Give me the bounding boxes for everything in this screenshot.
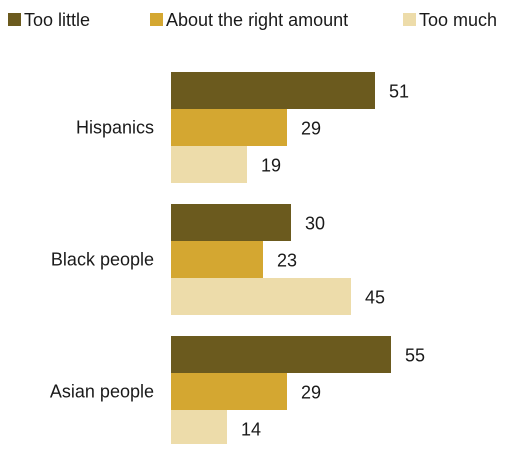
value-labels: 51 29 19 30 23 45 55 29 14 (241, 82, 425, 440)
value-label-black-people-too-much: 45 (365, 288, 385, 308)
value-label-black-people-too-little: 30 (305, 214, 325, 234)
value-label-asian-people-about-the-right-amount: 29 (301, 383, 321, 403)
value-label-hispanics-too-little: 51 (389, 82, 409, 102)
value-label-asian-people-too-much: 14 (241, 420, 261, 440)
value-label-hispanics-about-the-right-amount: 29 (301, 119, 321, 139)
legend-swatch-too-much (403, 13, 416, 26)
bar-asian-people-about-the-right-amount (171, 373, 287, 410)
legend: Too little About the right amount Too much (8, 10, 497, 30)
bar-black-people-too-much (171, 278, 351, 315)
legend-swatch-too-little (8, 13, 21, 26)
bar-asian-people-too-much (171, 410, 227, 447)
value-label-hispanics-too-much: 19 (261, 156, 281, 176)
bar-hispanics-too-little (171, 72, 375, 109)
bar-hispanics-too-much (171, 146, 247, 183)
legend-label-too-little: Too little (24, 10, 90, 30)
value-label-asian-people-too-little: 55 (405, 346, 425, 366)
bar-black-people-about-the-right-amount (171, 241, 263, 278)
legend-swatch-about-the-right-amount (150, 13, 163, 26)
legend-label-too-much: Too much (419, 10, 497, 30)
bar-hispanics-about-the-right-amount (171, 109, 287, 146)
bar-asian-people-too-little (171, 336, 391, 373)
category-label-hispanics: Hispanics (76, 118, 154, 138)
category-labels: Hispanics Black people Asian people (50, 118, 154, 402)
category-label-asian-people: Asian people (50, 382, 154, 402)
value-label-black-people-about-the-right-amount: 23 (277, 251, 297, 271)
bar-black-people-too-little (171, 204, 291, 241)
category-label-black-people: Black people (51, 250, 154, 270)
bars (171, 72, 391, 447)
legend-label-about-the-right-amount: About the right amount (166, 10, 348, 30)
